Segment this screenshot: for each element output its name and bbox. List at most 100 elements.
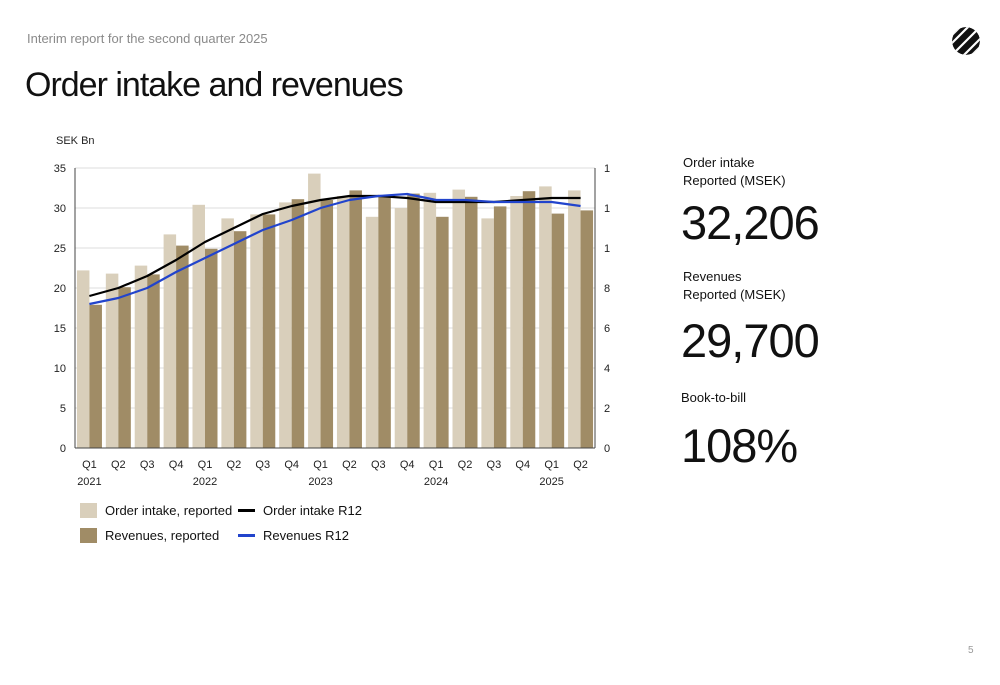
- bar-order-intake: [539, 186, 552, 448]
- bar-order-intake: [105, 273, 119, 448]
- y-left-tick-label: 35: [54, 163, 66, 175]
- bar-order-intake: [568, 190, 581, 448]
- kpi-order-intake-label-line1: Order intake: [683, 155, 755, 170]
- kpi-order-intake-label: Order intake Reported (MSEK): [683, 154, 786, 190]
- x-tick-label: Q1: [313, 459, 328, 471]
- x-tick-label: Q2: [111, 459, 126, 471]
- y-left-tick-label: 15: [54, 323, 66, 335]
- legend-label: Revenues, reported: [105, 528, 220, 543]
- page-number: 5: [968, 645, 974, 656]
- y-right-tick-label: 140: [604, 163, 610, 175]
- x-tick-label: Q1: [544, 459, 559, 471]
- x-tick-label: Q3: [487, 459, 502, 471]
- bar-order-intake: [134, 265, 148, 448]
- x-tick-label: Q3: [140, 459, 155, 471]
- bar-order-intake: [221, 218, 234, 448]
- bar-revenues: [320, 200, 334, 448]
- bar-revenues: [147, 274, 160, 448]
- bar-revenues: [551, 213, 565, 448]
- x-year-label: 2022: [193, 476, 217, 488]
- x-tick-label: Q2: [458, 459, 473, 471]
- report-name: Interim report for the second quarter 20…: [27, 31, 268, 46]
- bar-order-intake: [163, 234, 177, 448]
- x-tick-label: Q4: [515, 459, 530, 471]
- y-left-tick-label: 30: [54, 203, 66, 215]
- line-revenues-r12: [89, 192, 581, 306]
- bar-revenues: [349, 190, 362, 448]
- x-year-label: 2025: [539, 476, 563, 488]
- bar-revenues: [89, 304, 102, 448]
- legend-revenues-r12: Revenues R12: [238, 528, 349, 543]
- x-tick-label: Q4: [169, 459, 184, 471]
- x-tick-label: Q1: [429, 459, 444, 471]
- bar-revenues: [436, 216, 449, 448]
- y-right-tick-label: 20: [604, 403, 610, 415]
- bar-order-intake: [481, 218, 494, 448]
- bar-order-intake: [308, 173, 321, 448]
- y-right-tick-label: 0: [604, 443, 610, 455]
- y-left-tick-label: 20: [54, 283, 66, 295]
- y-right-tick-label: 100: [604, 243, 610, 255]
- y-right-tick-label: 80: [604, 283, 610, 295]
- x-tick-label: Q2: [227, 459, 242, 471]
- kpi-revenues-label: Revenues Reported (MSEK): [683, 268, 786, 304]
- line-order-intake-r12: [89, 194, 581, 298]
- bar-order-intake: [336, 196, 350, 448]
- legend-order-intake-r12: Order intake R12: [238, 503, 362, 518]
- kpi-book-to-bill-value: 108%: [681, 419, 798, 472]
- x-year-label: 2021: [77, 476, 101, 488]
- bar-revenues: [291, 199, 305, 448]
- bar-order-intake: [250, 214, 263, 448]
- y-left-tick-label: 25: [54, 243, 66, 255]
- bar-order-intake: [510, 196, 523, 448]
- bar-order-intake: [76, 270, 90, 448]
- y-left-tick-label: 0: [60, 443, 66, 455]
- bar-revenues: [580, 210, 594, 448]
- bar-revenues: [493, 206, 507, 448]
- kpi-order-intake-value: 32,206: [681, 196, 820, 249]
- page-title: Order intake and revenues: [25, 66, 404, 104]
- y-right-tick-label: 60: [604, 323, 610, 335]
- bar-order-intake: [192, 204, 205, 448]
- bar-revenues: [522, 191, 536, 448]
- bar-revenues: [205, 248, 218, 448]
- bar-order-intake: [394, 208, 408, 448]
- legend-line-order-intake-r12: [238, 509, 255, 512]
- y-left-tick-label: 5: [60, 403, 66, 415]
- kpi-revenues-label-line1: Revenues: [683, 269, 742, 284]
- x-tick-label: Q2: [342, 459, 357, 471]
- x-year-label: 2024: [424, 476, 448, 488]
- bar-order-intake: [423, 192, 437, 448]
- y-right-tick-label: 40: [604, 363, 610, 375]
- bar-order-intake: [279, 202, 292, 448]
- bar-order-intake: [452, 189, 465, 448]
- x-tick-label: Q4: [284, 459, 299, 471]
- x-tick-label: Q4: [400, 459, 415, 471]
- bar-revenues: [262, 214, 276, 448]
- y-left-tick-label: 10: [54, 363, 66, 375]
- bar-revenues: [233, 231, 247, 448]
- bar-revenues: [176, 245, 189, 448]
- kpi-order-intake-label-line2: Reported (MSEK): [683, 173, 786, 188]
- legend-swatch-order-intake: [80, 503, 97, 518]
- x-tick-label: Q3: [255, 459, 270, 471]
- order-revenue-chart: 05101520253035020406080100120140Q1Q2Q3Q4…: [54, 163, 610, 488]
- bar-order-intake: [365, 216, 379, 448]
- legend-swatch-revenues: [80, 528, 97, 543]
- legend-label: Order intake, reported: [105, 503, 233, 518]
- y-axis-unit-label: SEK Bn: [56, 135, 95, 147]
- x-tick-label: Q1: [198, 459, 213, 471]
- bar-revenues: [465, 196, 478, 448]
- legend-revenues-reported: Revenues, reported: [80, 528, 219, 543]
- company-logo-icon: [952, 27, 980, 55]
- kpi-book-to-bill-label: Book-to-bill: [681, 390, 747, 405]
- x-year-label: 2023: [308, 476, 332, 488]
- bar-revenues: [378, 195, 391, 448]
- x-tick-label: Q2: [573, 459, 588, 471]
- bar-revenues: [118, 287, 131, 448]
- legend-order-intake-reported: Order intake, reported: [80, 503, 232, 518]
- legend-line-revenues-r12: [238, 534, 255, 537]
- legend-label: Order intake R12: [263, 503, 362, 518]
- x-tick-label: Q3: [371, 459, 386, 471]
- kpi-revenues-label-line2: Reported (MSEK): [683, 287, 786, 302]
